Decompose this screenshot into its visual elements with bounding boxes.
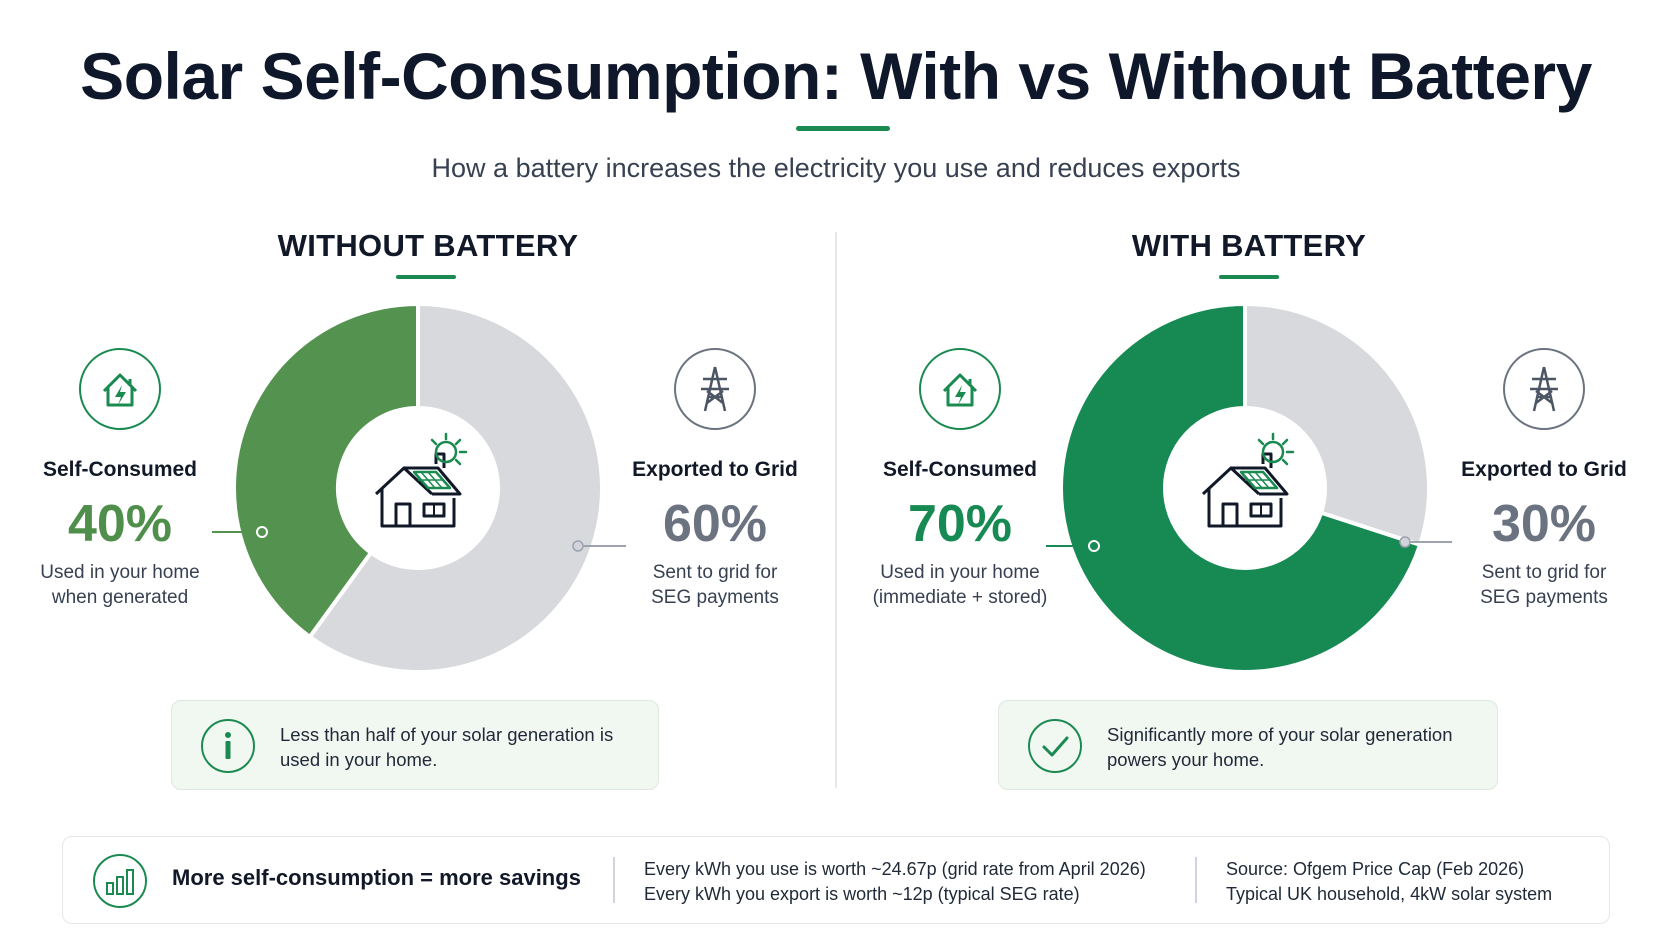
page-subtitle: How a battery increases the electricity … bbox=[431, 153, 1241, 183]
panel-title-without-battery: WITHOUT BATTERY bbox=[277, 228, 579, 263]
page-title: Solar Self-Consumption: With vs Without … bbox=[80, 39, 1592, 113]
callout-text: Significantly more of your solar generat… bbox=[1107, 724, 1453, 745]
bar-chart-icon bbox=[93, 854, 147, 908]
exported-desc: Sent to grid for SEG payments bbox=[651, 562, 779, 608]
footer-savings-bar: More self-consumption = more savings Eve… bbox=[62, 836, 1610, 924]
info-icon bbox=[201, 719, 255, 773]
callout-text: Less than half of your solar generation … bbox=[280, 724, 614, 745]
panel-divider bbox=[835, 232, 837, 788]
checkmark-icon bbox=[1028, 719, 1082, 773]
callout-without-battery: Less than half of your solar generation … bbox=[171, 700, 659, 790]
exported-desc: Sent to grid for SEG payments bbox=[1480, 562, 1608, 608]
self-consumed-desc: Used in your home when generated bbox=[40, 562, 200, 608]
panel-underline-with bbox=[1219, 275, 1279, 279]
panel-underline-without bbox=[396, 275, 456, 279]
footer-source: Source: Ofgem Price Cap (Feb 2026) Typica… bbox=[1226, 859, 1553, 904]
pylon-icon bbox=[673, 347, 757, 431]
solar-house-icon bbox=[374, 432, 468, 528]
footer-rates: Every kWh you use is worth ~24.67p (grid… bbox=[644, 859, 1146, 904]
callout-text: used in your home. bbox=[280, 749, 438, 770]
solar-house-icon bbox=[1201, 432, 1295, 528]
callout-with-battery: Significantly more of your solar generat… bbox=[998, 700, 1498, 790]
panel-title-with-battery: WITH BATTERY bbox=[1131, 228, 1367, 263]
exported-value: 60% bbox=[662, 495, 768, 553]
exported-label: Exported to Grid bbox=[1461, 458, 1627, 481]
exported-value: 30% bbox=[1491, 495, 1597, 553]
footer-separator bbox=[1195, 857, 1197, 903]
self-consumed-desc: Used in your home (immediate + stored) bbox=[872, 562, 1048, 608]
footer-separator bbox=[613, 857, 615, 903]
footer-headline: More self-consumption = more savings bbox=[172, 865, 581, 890]
pylon-icon bbox=[1502, 347, 1586, 431]
house-lightning-icon bbox=[78, 347, 162, 431]
slice-exported bbox=[1243, 301, 1431, 548]
self-consumed-label: Self-Consumed bbox=[42, 458, 197, 481]
self-consumed-label: Self-Consumed bbox=[882, 458, 1037, 481]
self-consumed-value: 40% bbox=[67, 495, 173, 553]
exported-label: Exported to Grid bbox=[632, 458, 798, 481]
donut-with-battery bbox=[1046, 301, 1452, 674]
self-consumed-value: 70% bbox=[907, 495, 1013, 553]
house-lightning-icon bbox=[918, 347, 1002, 431]
donut-without-battery bbox=[212, 301, 626, 674]
title-underline bbox=[796, 126, 890, 131]
callout-text: powers your home. bbox=[1107, 749, 1265, 770]
